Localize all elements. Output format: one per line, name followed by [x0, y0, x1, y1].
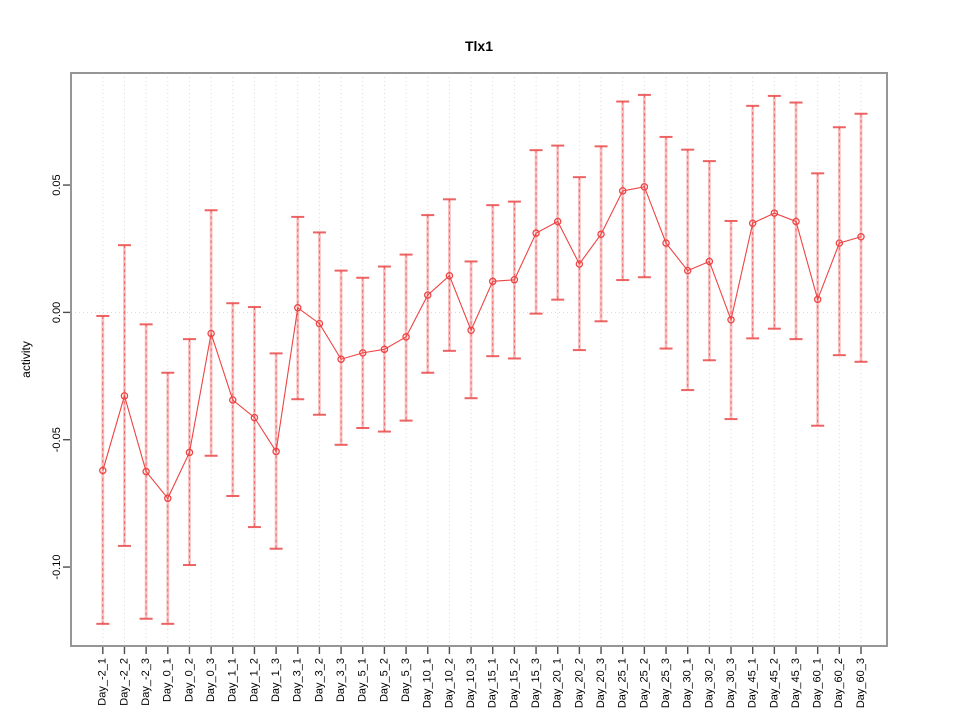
data-point-marker [770, 209, 779, 217]
x-tick-label: Day_-2_2 [118, 658, 130, 706]
x-tick-label: Day_5_3 [400, 658, 412, 702]
x-tick-label: Day_5_2 [378, 658, 390, 702]
x-tick-label: Day_10_3 [465, 658, 477, 708]
data-point-marker [510, 276, 519, 284]
data-point-marker [683, 266, 692, 275]
data-point-marker [662, 239, 670, 247]
x-tick-label: Day_20_3 [595, 658, 607, 708]
data-points [99, 183, 865, 503]
error-bars [96, 93, 868, 625]
y-tick-label: 0.05 [51, 174, 63, 195]
x-tick-label: Day_3_1 [292, 658, 304, 702]
x-tick-label: Day_45_1 [747, 658, 759, 708]
y-tick-label: 0.00 [51, 302, 63, 323]
data-point-marker [813, 295, 822, 304]
data-point-marker [618, 187, 627, 195]
data-point-marker [835, 239, 844, 247]
x-tick-label: Day_20_2 [573, 658, 585, 708]
x-tick-label: Day_3_3 [335, 658, 347, 702]
x-tick-label: Day_1_3 [270, 658, 282, 702]
data-point-marker [207, 329, 215, 338]
x-tick-label: Day_30_2 [703, 658, 715, 708]
data-point-marker [120, 392, 129, 400]
x-tick-label: Day_30_1 [682, 658, 694, 708]
x-tick-label: Day_-2_3 [140, 658, 152, 706]
x-tick-label: Day_1_2 [248, 658, 260, 702]
data-point-marker [99, 466, 107, 475]
x-tick-label: Day_45_3 [790, 658, 802, 708]
data-point-marker [164, 494, 172, 503]
data-point-marker [142, 467, 150, 476]
data-point-marker [423, 291, 432, 299]
x-tick-label: Day_45_2 [768, 658, 780, 708]
x-axis-tick-labels: Day_-2_1 Day_-2_2 Day_-2_3 Day_0_1 Day_0_2 Da… [97, 658, 867, 708]
data-point-marker [532, 229, 540, 237]
data-point-marker [250, 413, 259, 422]
x-tick-label: Day_25_1 [617, 658, 629, 708]
x-tick-label: Day_30_3 [725, 658, 737, 708]
y-axis-label: activity [19, 341, 33, 378]
data-point-marker [294, 304, 302, 312]
x-tick-label: Day_3_2 [313, 658, 325, 702]
x-tick-label: Day_0_1 [162, 658, 174, 702]
data-point-marker [597, 230, 605, 238]
x-tick-label: Day_60_2 [833, 658, 845, 708]
axis-ticks [63, 184, 862, 654]
data-point-marker [857, 233, 865, 241]
data-point-marker [445, 271, 454, 280]
series-line [102, 186, 862, 500]
x-tick-label: Day_60_3 [855, 658, 867, 708]
y-axis-tick-labels: -0.10 -0.05 0.00 0.05 [51, 174, 63, 579]
x-tick-label: Day_0_2 [183, 658, 195, 702]
data-point-marker [337, 355, 345, 363]
x-tick-label: Day_60_1 [812, 658, 824, 708]
plot-border [70, 72, 888, 647]
data-point-marker [359, 349, 367, 357]
series-polyline [102, 186, 862, 500]
x-tick-label: Day_10_2 [443, 658, 455, 708]
x-tick-label: Day_1_1 [227, 658, 239, 702]
y-tick-label: -0.10 [51, 555, 63, 580]
data-point-marker [488, 277, 497, 286]
x-tick-label: Day_10_1 [422, 658, 434, 708]
gridlines [102, 73, 862, 646]
data-point-marker [748, 219, 757, 228]
chart-title: Tlx1 [465, 38, 493, 54]
x-tick-label: Day_-2_1 [97, 658, 109, 706]
x-tick-label: Day_25_2 [638, 658, 650, 708]
y-tick-label: -0.05 [51, 427, 63, 452]
data-point-marker [185, 448, 194, 457]
data-point-marker [272, 447, 280, 456]
data-point-marker [705, 257, 714, 266]
plot-frame [70, 72, 888, 647]
data-point-marker [792, 217, 800, 226]
x-tick-label: Day_15_2 [508, 658, 520, 708]
data-point-marker [402, 333, 410, 341]
x-tick-label: Day_25_3 [660, 658, 672, 708]
data-point-marker [553, 217, 562, 226]
data-point-marker [229, 396, 237, 404]
data-point-marker [727, 316, 735, 324]
x-tick-label: Day_20_1 [552, 658, 564, 708]
data-point-marker [575, 260, 584, 268]
data-point-marker [380, 345, 389, 354]
x-tick-label: Day_5_1 [357, 658, 369, 702]
x-tick-label: Day_15_3 [530, 658, 542, 708]
data-point-marker [315, 319, 324, 328]
data-point-marker [467, 326, 475, 334]
data-point-marker [640, 183, 649, 191]
x-tick-label: Day_15_1 [487, 658, 499, 708]
x-tick-label: Day_0_3 [205, 658, 217, 702]
